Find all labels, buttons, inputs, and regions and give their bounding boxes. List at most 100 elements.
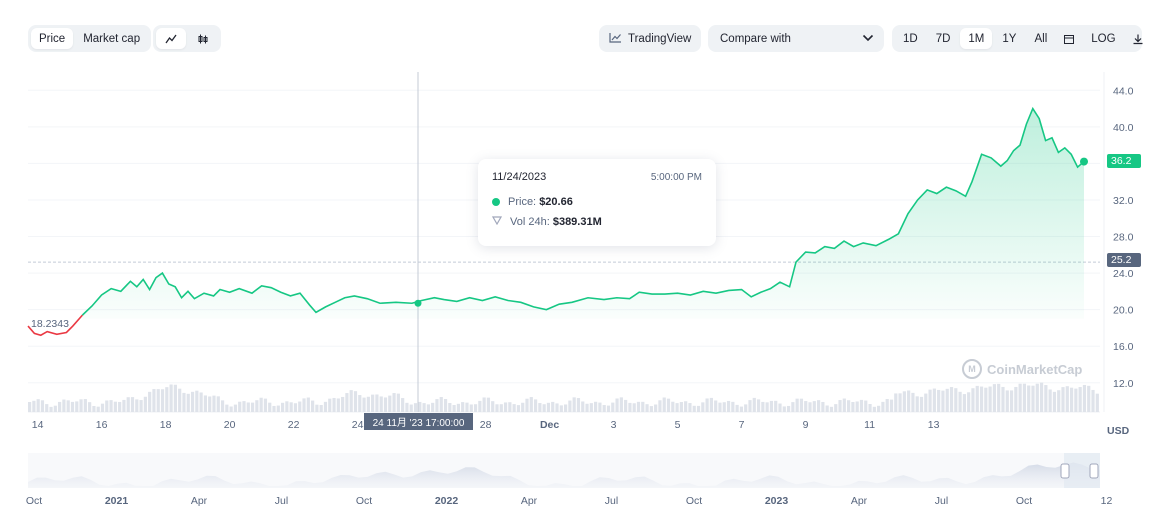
volume-bar xyxy=(178,388,182,412)
volume-bar xyxy=(684,401,688,412)
tooltip-vol-label: Vol 24h: xyxy=(510,216,550,228)
calendar-icon[interactable] xyxy=(1057,28,1081,49)
volume-bar xyxy=(79,399,83,412)
volume-bar xyxy=(268,402,272,412)
price-dot-icon xyxy=(492,198,500,206)
range-1d[interactable]: 1D xyxy=(903,32,918,45)
volume-bar xyxy=(855,401,859,412)
volume-bar xyxy=(83,399,87,412)
volume-bar xyxy=(512,404,516,412)
volume-bar xyxy=(461,402,465,412)
volume-bar xyxy=(392,393,396,412)
volume-bar xyxy=(521,402,525,412)
tradingview-label: TradingView xyxy=(628,32,692,45)
navigator-tick-label: Apr xyxy=(851,495,868,507)
volume-bar xyxy=(293,403,298,412)
volume-bar xyxy=(718,402,722,412)
compare-label: Compare with xyxy=(720,32,791,45)
volume-bar xyxy=(328,398,332,412)
volume-bar xyxy=(426,404,430,412)
volume-bar xyxy=(169,384,173,412)
volume-bar xyxy=(375,394,379,412)
volume-bar xyxy=(186,393,190,412)
volume-bar xyxy=(362,397,366,412)
volume-bar xyxy=(259,397,263,412)
navigator-left-handle[interactable] xyxy=(1060,463,1070,479)
volume-bar xyxy=(696,405,701,412)
volume-bar xyxy=(130,397,135,412)
volume-bar xyxy=(714,400,718,412)
volume-bar xyxy=(1091,389,1095,412)
volume-bar xyxy=(559,405,563,412)
volume-bar xyxy=(1057,390,1061,412)
volume-bar xyxy=(838,400,842,412)
log-toggle[interactable]: LOG xyxy=(1091,32,1116,45)
volume-bar xyxy=(473,404,478,412)
volume-bar xyxy=(92,406,96,412)
candlestick-icon[interactable] xyxy=(188,28,218,49)
volume-bar xyxy=(576,398,581,412)
volume-bar xyxy=(568,400,572,412)
volume-bar xyxy=(932,388,936,412)
volume-bar xyxy=(979,386,984,412)
volume-bar xyxy=(825,405,829,412)
x-tick-label: 7 xyxy=(739,419,745,431)
volume-bar xyxy=(409,404,413,412)
volume-bar xyxy=(435,399,439,412)
x-tick-label: 22 xyxy=(288,419,300,431)
volume-bar xyxy=(413,403,418,412)
volume-bar xyxy=(589,403,593,412)
volume-bar xyxy=(323,401,328,412)
tradingview-button[interactable]: TradingView xyxy=(599,25,701,52)
x-tick-label: 18 xyxy=(160,419,172,431)
navigator-tick-label: 2023 xyxy=(765,495,789,507)
volume-bar xyxy=(671,401,675,412)
navigator-right-handle[interactable] xyxy=(1089,463,1099,479)
volume-bar xyxy=(349,390,353,412)
volume-bar xyxy=(829,406,834,412)
tradingview-icon xyxy=(609,32,622,46)
y-tick-label: 32.0 xyxy=(1113,195,1134,207)
volume-bar xyxy=(898,393,902,412)
range-1m[interactable]: 1M xyxy=(960,28,993,49)
volume-bar xyxy=(28,402,32,412)
tab-price[interactable]: Price xyxy=(31,28,74,49)
volume-bar xyxy=(1095,393,1099,412)
volume-bar xyxy=(118,401,122,412)
volume-bar xyxy=(1018,383,1022,412)
y-tick-label: 20.0 xyxy=(1113,305,1134,317)
tab-market-cap[interactable]: Market cap xyxy=(83,32,141,45)
volume-bar xyxy=(628,402,632,412)
volume-bar xyxy=(143,396,147,412)
volume-bar xyxy=(195,390,199,412)
volume-bar xyxy=(285,401,289,412)
navigator-tick-label: Jul xyxy=(275,495,288,507)
volume-bar xyxy=(319,405,323,412)
volume-bar xyxy=(238,401,242,412)
navigator-tick-label: 2022 xyxy=(435,495,459,507)
volume-bar xyxy=(456,403,460,412)
range-1y[interactable]: 1Y xyxy=(1002,32,1017,45)
volume-bar xyxy=(786,405,791,412)
hover-point xyxy=(414,299,422,307)
volume-bar xyxy=(988,386,992,412)
volume-bar xyxy=(36,399,40,412)
volume-bar xyxy=(525,398,529,412)
download-icon[interactable] xyxy=(1126,28,1150,49)
volume-bar xyxy=(748,400,752,412)
tooltip-date: 11/24/2023 xyxy=(492,171,547,183)
tooltip-vol-value: $389.31M xyxy=(552,216,602,228)
volume-bar xyxy=(885,399,889,412)
volume-bar xyxy=(705,398,709,412)
navigator-tick-label: Jul xyxy=(935,495,948,507)
volume-bar xyxy=(632,403,636,412)
line-chart-icon[interactable] xyxy=(156,28,186,49)
volume-bar xyxy=(585,403,589,412)
volume-bar xyxy=(122,399,126,412)
range-7d[interactable]: 7D xyxy=(935,32,951,45)
volume-bar xyxy=(791,402,795,412)
range-all[interactable]: All xyxy=(1034,32,1048,45)
hover-time-label: 24 11月 '23 17:00:00 xyxy=(364,413,473,430)
compare-with-select[interactable]: Compare with xyxy=(708,25,884,52)
